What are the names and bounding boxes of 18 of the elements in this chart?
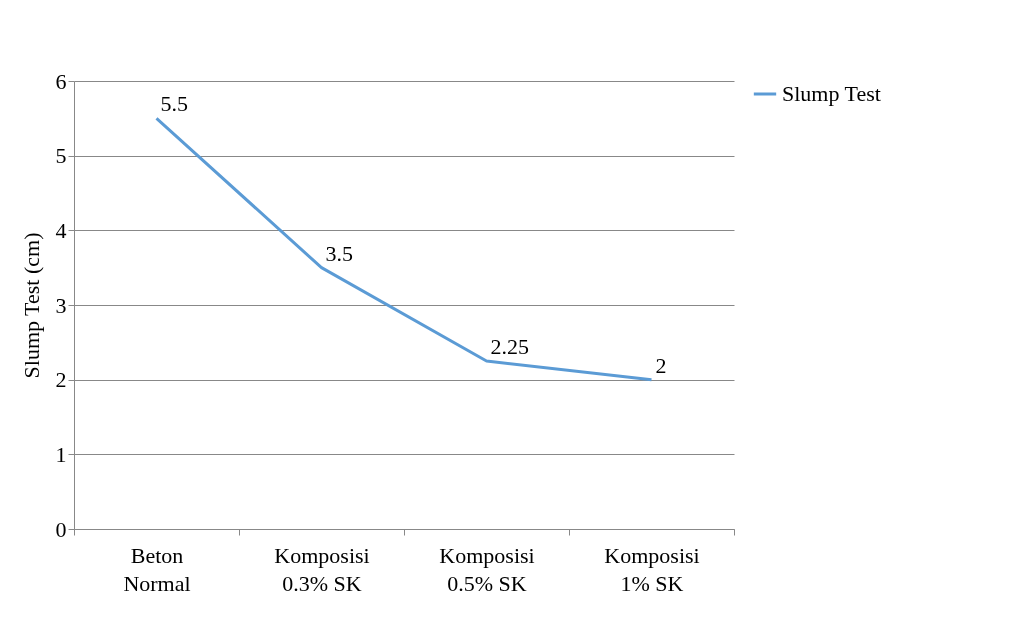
y-tick-label: 2 xyxy=(55,367,67,393)
y-tick-label: 0 xyxy=(55,516,67,542)
y-tick-label: 6 xyxy=(55,68,67,94)
data-label: 2.25 xyxy=(490,334,529,359)
line-series xyxy=(155,116,653,382)
data-label: 5.5 xyxy=(160,91,188,117)
legend-label: Slump Test xyxy=(782,81,881,106)
y-tick-label: 3 xyxy=(55,292,67,318)
x-tick-label: Komposisi 0.3% SK xyxy=(274,542,370,596)
data-label: 2 xyxy=(655,352,667,378)
y-tick-label: 1 xyxy=(55,441,67,467)
x-tick-label: Komposisi 1% SK xyxy=(604,542,700,596)
y-axis-title: Slump Test (cm) xyxy=(18,232,44,379)
y-tick-label: 5 xyxy=(55,143,67,169)
data-label: 3.5 xyxy=(325,240,353,266)
x-tick-label: Komposisi 0.5% SK xyxy=(439,542,535,596)
x-tick-label: Beton Normal xyxy=(123,542,191,596)
y-tick-label: 4 xyxy=(55,217,67,243)
